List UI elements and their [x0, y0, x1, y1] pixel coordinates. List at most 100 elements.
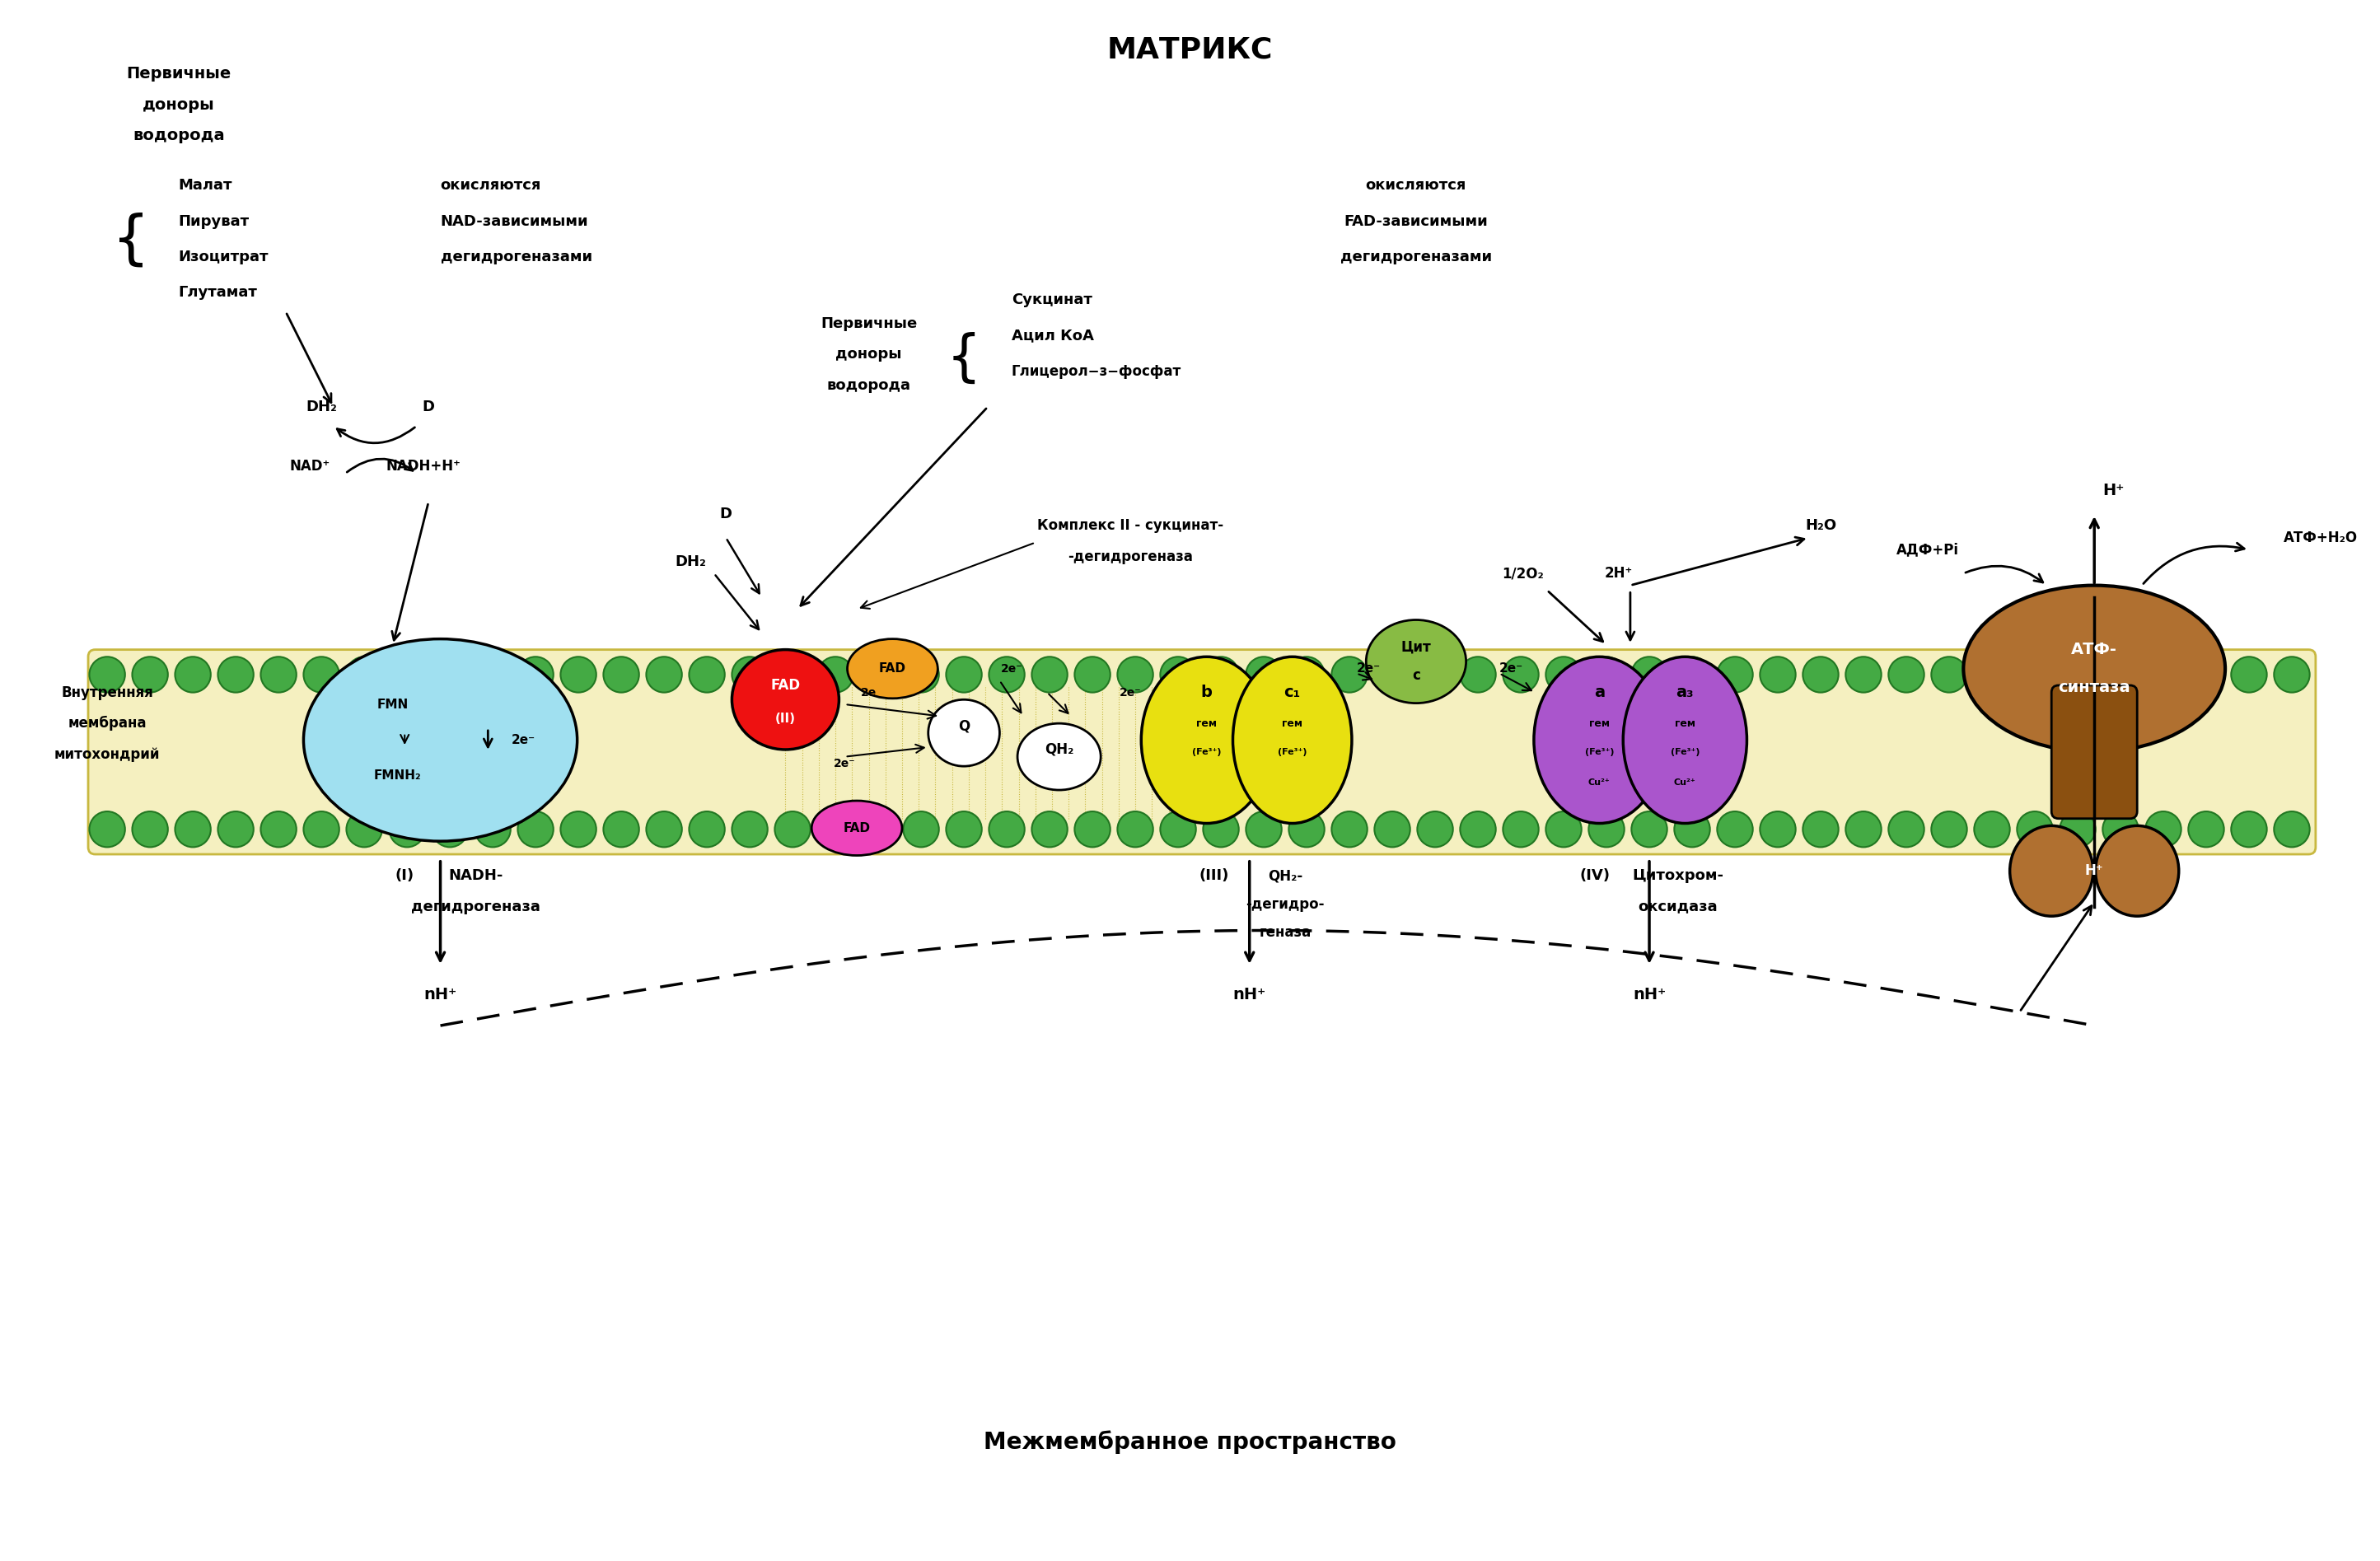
Text: FMNH₂: FMNH₂ [374, 770, 421, 782]
Text: QH₂-: QH₂- [1269, 868, 1302, 884]
Circle shape [605, 657, 640, 693]
Text: H⁺: H⁺ [2085, 863, 2104, 879]
Circle shape [2016, 657, 2052, 693]
Text: 2e⁻: 2e⁻ [512, 734, 536, 746]
Circle shape [1459, 657, 1495, 693]
Text: NADH-: NADH- [450, 868, 505, 884]
Circle shape [2059, 657, 2094, 693]
Circle shape [1459, 812, 1495, 848]
Circle shape [1844, 657, 1880, 693]
Circle shape [819, 657, 854, 693]
Circle shape [1373, 812, 1409, 848]
Text: (Fe³⁺): (Fe³⁺) [1278, 748, 1307, 756]
Circle shape [1802, 812, 1837, 848]
Circle shape [476, 657, 512, 693]
Text: Cu²⁺: Cu²⁺ [1587, 779, 1611, 787]
Text: геназа: геназа [1259, 926, 1311, 940]
Text: Пируват: Пируват [178, 214, 250, 229]
Circle shape [1161, 812, 1195, 848]
Circle shape [990, 812, 1026, 848]
Text: синтаза: синтаза [2059, 681, 2130, 696]
Circle shape [1288, 812, 1323, 848]
Circle shape [133, 812, 169, 848]
Circle shape [862, 812, 897, 848]
Circle shape [1545, 812, 1580, 848]
Circle shape [1759, 812, 1795, 848]
Text: (Fe³⁺): (Fe³⁺) [1192, 748, 1221, 756]
Text: оксидаза: оксидаза [1637, 899, 1718, 915]
Ellipse shape [1623, 657, 1747, 823]
Circle shape [1716, 812, 1752, 848]
Text: митохондрий: митохондрий [55, 746, 159, 762]
Text: доноры: доноры [143, 97, 214, 112]
Ellipse shape [1142, 657, 1271, 823]
Text: 2e⁻: 2e⁻ [1357, 662, 1380, 674]
Text: FAD-зависимыми: FAD-зависимыми [1345, 214, 1488, 229]
Text: 2e⁻: 2e⁻ [833, 759, 857, 770]
Text: nH⁺: nH⁺ [424, 987, 457, 1002]
Circle shape [1076, 657, 1111, 693]
Ellipse shape [812, 801, 902, 855]
Text: (Fe³⁺): (Fe³⁺) [1585, 748, 1614, 756]
Text: Малат: Малат [178, 178, 233, 194]
Text: {: { [947, 332, 981, 387]
Circle shape [1973, 812, 2009, 848]
Circle shape [1330, 812, 1366, 848]
Circle shape [1973, 657, 2009, 693]
Text: Цитохром-: Цитохром- [1633, 868, 1723, 884]
Circle shape [1033, 812, 1069, 848]
Circle shape [2273, 812, 2309, 848]
Text: гем: гем [1197, 718, 1216, 729]
Text: дегидрогеназами: дегидрогеназами [440, 250, 593, 264]
Circle shape [1545, 657, 1580, 693]
Circle shape [776, 657, 812, 693]
Circle shape [862, 657, 897, 693]
Text: a₃: a₃ [1676, 685, 1695, 701]
Text: Изоцитрат: Изоцитрат [178, 250, 269, 264]
Circle shape [1887, 657, 1923, 693]
Text: 2H⁺: 2H⁺ [1604, 567, 1633, 581]
Circle shape [1502, 812, 1537, 848]
Circle shape [1759, 657, 1795, 693]
FancyBboxPatch shape [2052, 685, 2137, 818]
Circle shape [1673, 657, 1709, 693]
Text: Глицерол−з−фосфат: Глицерол−з−фосфат [1012, 364, 1180, 379]
Text: NAD⁺: NAD⁺ [290, 459, 331, 475]
Text: окисляются: окисляются [440, 178, 540, 194]
Text: с: с [1411, 668, 1421, 684]
Circle shape [1587, 657, 1623, 693]
Ellipse shape [1233, 657, 1352, 823]
Circle shape [1245, 812, 1280, 848]
Text: D: D [719, 507, 733, 521]
Circle shape [819, 812, 854, 848]
Text: 2e⁻: 2e⁻ [1499, 662, 1523, 674]
Circle shape [2102, 812, 2137, 848]
Ellipse shape [2009, 826, 2092, 916]
Circle shape [904, 812, 940, 848]
Text: Комплекс II - сукцинат-: Комплекс II - сукцинат- [1038, 518, 1223, 534]
Circle shape [1202, 657, 1238, 693]
Text: (Fe³⁺): (Fe³⁺) [1671, 748, 1699, 756]
Circle shape [2144, 657, 2180, 693]
Ellipse shape [1533, 657, 1664, 823]
Circle shape [605, 812, 640, 848]
Text: DH₂: DH₂ [674, 554, 707, 570]
Text: ⁻: ⁻ [897, 696, 902, 704]
Ellipse shape [928, 699, 1000, 766]
Text: Cu²⁺: Cu²⁺ [1673, 779, 1697, 787]
Circle shape [2187, 812, 2223, 848]
Text: -дегидро-: -дегидро- [1245, 898, 1326, 912]
Circle shape [1844, 812, 1880, 848]
Ellipse shape [733, 649, 840, 749]
Text: (II): (II) [776, 712, 795, 724]
Circle shape [1202, 812, 1238, 848]
Circle shape [1373, 657, 1409, 693]
Text: доноры: доноры [835, 347, 902, 362]
Text: DH₂: DH₂ [305, 400, 338, 414]
Text: H₂O: H₂O [1804, 518, 1837, 534]
Text: 2e: 2e [862, 687, 876, 698]
Circle shape [1245, 657, 1280, 693]
Text: Q: Q [959, 718, 969, 734]
Text: водорода: водорода [826, 378, 912, 393]
Text: b: b [1202, 685, 1211, 701]
